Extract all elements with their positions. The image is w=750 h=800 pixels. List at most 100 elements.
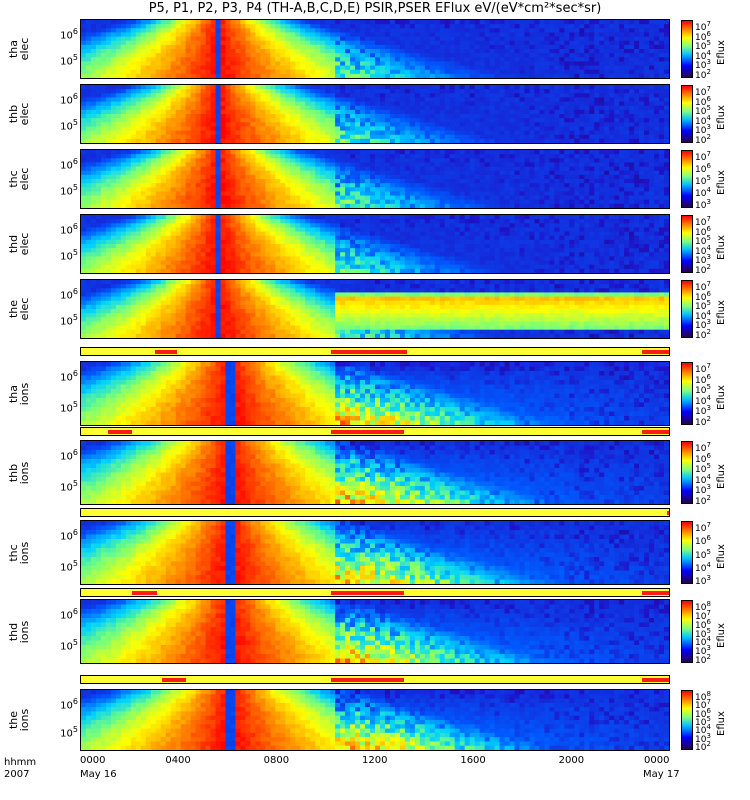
colorbar-tick-label: 104 [695, 186, 711, 199]
quality-flag-bar [80, 508, 670, 517]
colorbar-tick-label: 103 [695, 404, 711, 418]
colorbar-tick-label: 104 [695, 243, 711, 257]
panel-label-thc_ions: thc ions [0, 538, 31, 568]
colorbar-thd_ions [681, 600, 693, 663]
y-tick-label: 106 [60, 92, 78, 107]
quality-flag-bar [80, 427, 670, 436]
colorbar-tick-label: 105 [695, 39, 711, 53]
spectrogram-thb_ions [80, 440, 670, 505]
colorbar-tick-label: 106 [695, 372, 711, 386]
colorbar-tick-label: 102 [695, 68, 711, 81]
colorbar-tick-label: 102 [695, 653, 711, 666]
panel-label-thd_elec: thd elec [0, 229, 31, 259]
colorbar-thb_ions [681, 441, 693, 504]
colorbar-label: Eflux [716, 300, 727, 325]
colorbar-label: Eflux [716, 105, 727, 130]
y-tick-label: 106 [60, 287, 78, 302]
colorbar-label: Eflux [716, 711, 727, 736]
y-tick-label: 105 [60, 559, 78, 574]
panel-label-line2: ions [18, 382, 31, 405]
colorbar-tick-label: 105 [695, 174, 711, 187]
spectrogram-image-thb_ions [81, 441, 669, 504]
colorbar-tick-label: 107 [695, 362, 711, 375]
colorbar-tick-label: 106 [695, 29, 711, 43]
y-tick-label: 105 [60, 638, 78, 653]
colorbar-tick-label: 102 [695, 415, 711, 428]
y-tick-label: 105 [60, 313, 78, 328]
spectrogram-image-thb_elec [81, 85, 669, 143]
panel-label-line2: elec [18, 232, 31, 256]
panel-label-line2: ions [18, 461, 31, 484]
colorbar-label: Eflux [716, 463, 727, 489]
y-tick-label: 105 [60, 118, 78, 133]
flag-segment [107, 430, 133, 434]
colorbar-tick-label: 103 [695, 58, 711, 72]
panel-label-thb_elec: thb elec [0, 99, 31, 129]
colorbar-tick-label: 104 [695, 48, 711, 62]
spectrogram-image-tha_elec [81, 20, 669, 78]
panel-label-line2: ions [18, 708, 31, 732]
colorbar-thd_elec [681, 215, 693, 273]
x-axis-year: 2007 [4, 769, 30, 780]
x-tick-label: 1200 [362, 755, 388, 766]
flag-segment [642, 430, 669, 434]
panel-label-line2: elec [18, 297, 31, 321]
y-tick-label: 105 [60, 479, 78, 494]
colorbar-tick-label: 102 [695, 328, 711, 341]
spectrogram-thd_elec [80, 214, 670, 274]
spectrogram-image-the_elec [81, 280, 669, 338]
colorbar-tick-label: 106 [695, 706, 711, 720]
spectrogram-tha_elec [80, 19, 670, 79]
colorbar-label: Eflux [716, 622, 727, 648]
colorbar-tick-label: 104 [695, 472, 711, 486]
spectrogram-tha_ions [80, 361, 670, 426]
flag-segment [330, 430, 405, 434]
flag-segment [330, 350, 407, 354]
spectrogram-image-thd_ions [81, 600, 669, 663]
spectrogram-thc_elec [80, 149, 670, 209]
y-tick-label: 106 [60, 157, 78, 172]
flag-segment [161, 678, 187, 682]
y-tick-label: 106 [60, 607, 78, 622]
flag-segment [642, 591, 669, 595]
x-tick-label: 0800 [263, 755, 290, 766]
colorbar-label: Eflux [716, 543, 727, 569]
spectrogram-image-thc_elec [81, 150, 669, 208]
colorbar-tick-label: 104 [695, 113, 711, 127]
spectrogram-thc_ions [80, 520, 670, 585]
flag-segment [132, 591, 157, 595]
x-tick-label: 1600 [460, 755, 486, 766]
x-tick-label: 0400 [165, 755, 191, 766]
colorbar-label: Eflux [716, 40, 727, 65]
y-tick-label: 105 [60, 400, 78, 415]
flag-segment [642, 678, 669, 682]
colorbar-tick-label: 107 [695, 150, 711, 163]
colorbar-tick-label: 105 [695, 104, 711, 118]
colorbar-tick-label: 105 [695, 547, 711, 561]
spectrogram-the_elec [80, 279, 670, 339]
colorbar-tick-label: 104 [695, 723, 711, 737]
panel-label-line2: elec [18, 167, 31, 191]
colorbar-tick-label: 103 [695, 483, 711, 497]
spectrogram-thb_elec [80, 84, 670, 144]
colorbar-tick-label: 107 [695, 441, 711, 454]
colorbar-tick-label: 103 [695, 644, 711, 658]
colorbar-tick-label: 104 [695, 560, 711, 574]
panel-label-tha_ions: tha ions [0, 379, 31, 409]
panel-label-line2: elec [18, 37, 31, 61]
colorbar-tick-label: 106 [695, 162, 711, 175]
colorbar-tick-label: 107 [695, 521, 711, 534]
colorbar-label: Eflux [716, 170, 727, 195]
colorbar-tick-label: 106 [695, 451, 711, 465]
x-tick-label: 0000 [644, 755, 670, 766]
colorbar-tha_elec [681, 20, 693, 78]
colorbar-tick-label: 103 [695, 198, 711, 211]
flag-segment [642, 350, 669, 354]
colorbar-tick-label: 103 [695, 318, 711, 332]
colorbar-tick-label: 103 [695, 253, 711, 267]
y-tick-label: 105 [60, 248, 78, 263]
quality-flag-bar [80, 347, 670, 356]
panel-label-line2: elec [18, 102, 31, 126]
quality-flag-bar [80, 675, 670, 684]
panel-label-line2: ions [18, 620, 31, 643]
